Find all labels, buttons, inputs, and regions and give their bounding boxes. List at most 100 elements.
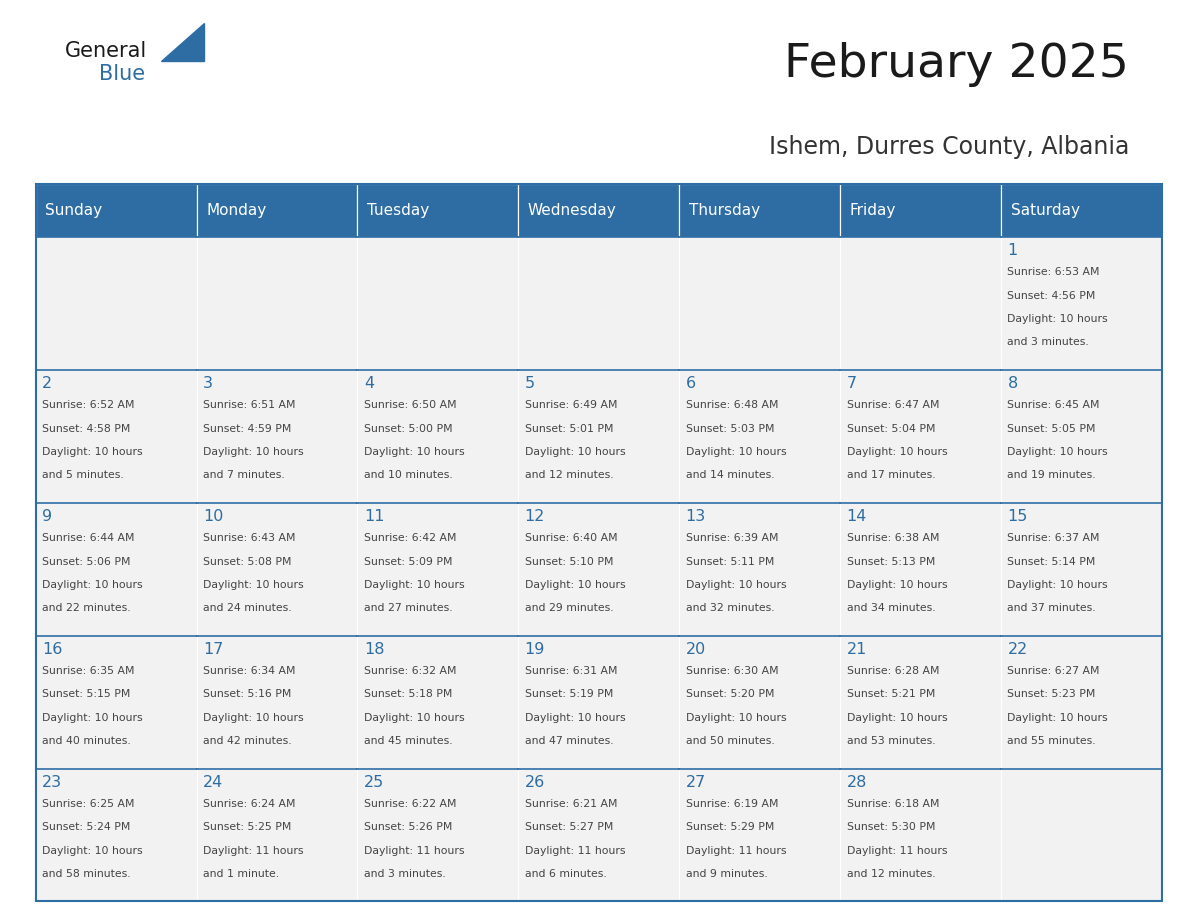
- Text: Sunset: 5:20 PM: Sunset: 5:20 PM: [685, 689, 775, 700]
- Text: Wednesday: Wednesday: [527, 203, 617, 218]
- Text: Sunrise: 6:38 AM: Sunrise: 6:38 AM: [847, 533, 939, 543]
- Text: 1: 1: [1007, 243, 1018, 259]
- Text: Sunset: 5:24 PM: Sunset: 5:24 PM: [42, 823, 131, 833]
- Text: 23: 23: [42, 775, 62, 790]
- Text: and 6 minutes.: and 6 minutes.: [525, 869, 607, 879]
- Text: 10: 10: [203, 509, 223, 524]
- Bar: [36, 635, 196, 768]
- Text: and 58 minutes.: and 58 minutes.: [42, 869, 131, 879]
- Text: Sunrise: 6:37 AM: Sunrise: 6:37 AM: [1007, 533, 1100, 543]
- Polygon shape: [162, 23, 204, 61]
- Text: 6: 6: [685, 376, 696, 391]
- Text: Sunrise: 6:28 AM: Sunrise: 6:28 AM: [847, 666, 939, 677]
- Text: Daylight: 10 hours: Daylight: 10 hours: [1007, 712, 1108, 722]
- Bar: [518, 237, 680, 370]
- Text: Sunset: 5:01 PM: Sunset: 5:01 PM: [525, 423, 613, 433]
- Bar: [36, 184, 196, 237]
- Text: Sunset: 5:25 PM: Sunset: 5:25 PM: [203, 823, 291, 833]
- Text: Daylight: 10 hours: Daylight: 10 hours: [364, 712, 465, 722]
- Text: Sunrise: 6:19 AM: Sunrise: 6:19 AM: [685, 800, 778, 809]
- Text: Sunset: 5:29 PM: Sunset: 5:29 PM: [685, 823, 775, 833]
- Text: Daylight: 10 hours: Daylight: 10 hours: [685, 447, 786, 457]
- Text: and 17 minutes.: and 17 minutes.: [847, 470, 935, 480]
- Text: Daylight: 10 hours: Daylight: 10 hours: [1007, 447, 1108, 457]
- Text: Sunset: 5:00 PM: Sunset: 5:00 PM: [364, 423, 453, 433]
- Text: Sunrise: 6:51 AM: Sunrise: 6:51 AM: [203, 400, 296, 410]
- Text: Monday: Monday: [207, 203, 266, 218]
- Text: and 53 minutes.: and 53 minutes.: [847, 736, 935, 746]
- Bar: [1001, 635, 1162, 768]
- Text: and 55 minutes.: and 55 minutes.: [1007, 736, 1097, 746]
- Text: Sunset: 5:04 PM: Sunset: 5:04 PM: [847, 423, 935, 433]
- Text: Daylight: 10 hours: Daylight: 10 hours: [364, 580, 465, 589]
- Text: Sunset: 4:59 PM: Sunset: 4:59 PM: [203, 423, 291, 433]
- Text: Daylight: 10 hours: Daylight: 10 hours: [364, 447, 465, 457]
- Text: 3: 3: [203, 376, 213, 391]
- Text: Sunset: 5:21 PM: Sunset: 5:21 PM: [847, 689, 935, 700]
- Bar: [36, 370, 196, 503]
- Bar: [680, 184, 840, 237]
- Bar: [358, 370, 518, 503]
- Text: Sunrise: 6:52 AM: Sunrise: 6:52 AM: [42, 400, 134, 410]
- Text: Daylight: 10 hours: Daylight: 10 hours: [42, 845, 143, 856]
- Text: 15: 15: [1007, 509, 1028, 524]
- Bar: [1001, 237, 1162, 370]
- Text: Daylight: 10 hours: Daylight: 10 hours: [42, 447, 143, 457]
- Text: 14: 14: [847, 509, 867, 524]
- Text: and 5 minutes.: and 5 minutes.: [42, 470, 124, 480]
- Text: Sunrise: 6:22 AM: Sunrise: 6:22 AM: [364, 800, 456, 809]
- Text: Daylight: 10 hours: Daylight: 10 hours: [525, 712, 625, 722]
- Text: 2: 2: [42, 376, 52, 391]
- Bar: [840, 635, 1001, 768]
- Text: and 3 minutes.: and 3 minutes.: [1007, 337, 1089, 347]
- Text: and 14 minutes.: and 14 minutes.: [685, 470, 775, 480]
- Bar: [36, 768, 196, 901]
- Bar: [36, 184, 1162, 901]
- Bar: [840, 184, 1001, 237]
- Text: Sunset: 4:58 PM: Sunset: 4:58 PM: [42, 423, 131, 433]
- Text: 16: 16: [42, 643, 63, 657]
- Text: Sunrise: 6:32 AM: Sunrise: 6:32 AM: [364, 666, 456, 677]
- Text: Sunrise: 6:47 AM: Sunrise: 6:47 AM: [847, 400, 939, 410]
- Text: February 2025: February 2025: [784, 42, 1130, 87]
- Text: Daylight: 11 hours: Daylight: 11 hours: [364, 845, 465, 856]
- Text: Sunrise: 6:45 AM: Sunrise: 6:45 AM: [1007, 400, 1100, 410]
- Bar: [518, 184, 680, 237]
- Text: Sunrise: 6:42 AM: Sunrise: 6:42 AM: [364, 533, 456, 543]
- Bar: [1001, 503, 1162, 635]
- Text: and 3 minutes.: and 3 minutes.: [364, 869, 446, 879]
- Text: Blue: Blue: [100, 64, 145, 84]
- Bar: [358, 184, 518, 237]
- Bar: [196, 635, 358, 768]
- Bar: [36, 237, 196, 370]
- Bar: [358, 237, 518, 370]
- Text: and 24 minutes.: and 24 minutes.: [203, 603, 291, 613]
- Text: Sunset: 5:10 PM: Sunset: 5:10 PM: [525, 556, 613, 566]
- Text: Daylight: 11 hours: Daylight: 11 hours: [847, 845, 947, 856]
- Text: Daylight: 10 hours: Daylight: 10 hours: [203, 580, 304, 589]
- Text: 22: 22: [1007, 643, 1028, 657]
- Text: Sunrise: 6:40 AM: Sunrise: 6:40 AM: [525, 533, 618, 543]
- Text: General: General: [65, 40, 147, 61]
- Bar: [196, 184, 358, 237]
- Text: 11: 11: [364, 509, 385, 524]
- Text: Sunrise: 6:30 AM: Sunrise: 6:30 AM: [685, 666, 778, 677]
- Text: 5: 5: [525, 376, 535, 391]
- Text: Sunset: 5:23 PM: Sunset: 5:23 PM: [1007, 689, 1095, 700]
- Text: and 29 minutes.: and 29 minutes.: [525, 603, 613, 613]
- Bar: [680, 503, 840, 635]
- Text: and 12 minutes.: and 12 minutes.: [847, 869, 935, 879]
- Bar: [840, 237, 1001, 370]
- Text: Saturday: Saturday: [1011, 203, 1080, 218]
- Text: Daylight: 11 hours: Daylight: 11 hours: [685, 845, 786, 856]
- Text: Sunrise: 6:18 AM: Sunrise: 6:18 AM: [847, 800, 939, 809]
- Bar: [680, 768, 840, 901]
- Text: and 1 minute.: and 1 minute.: [203, 869, 279, 879]
- Text: Daylight: 10 hours: Daylight: 10 hours: [847, 447, 947, 457]
- Text: and 22 minutes.: and 22 minutes.: [42, 603, 131, 613]
- Bar: [1001, 768, 1162, 901]
- Text: Friday: Friday: [849, 203, 896, 218]
- Text: Sunset: 5:26 PM: Sunset: 5:26 PM: [364, 823, 453, 833]
- Bar: [1001, 370, 1162, 503]
- Text: Daylight: 10 hours: Daylight: 10 hours: [847, 580, 947, 589]
